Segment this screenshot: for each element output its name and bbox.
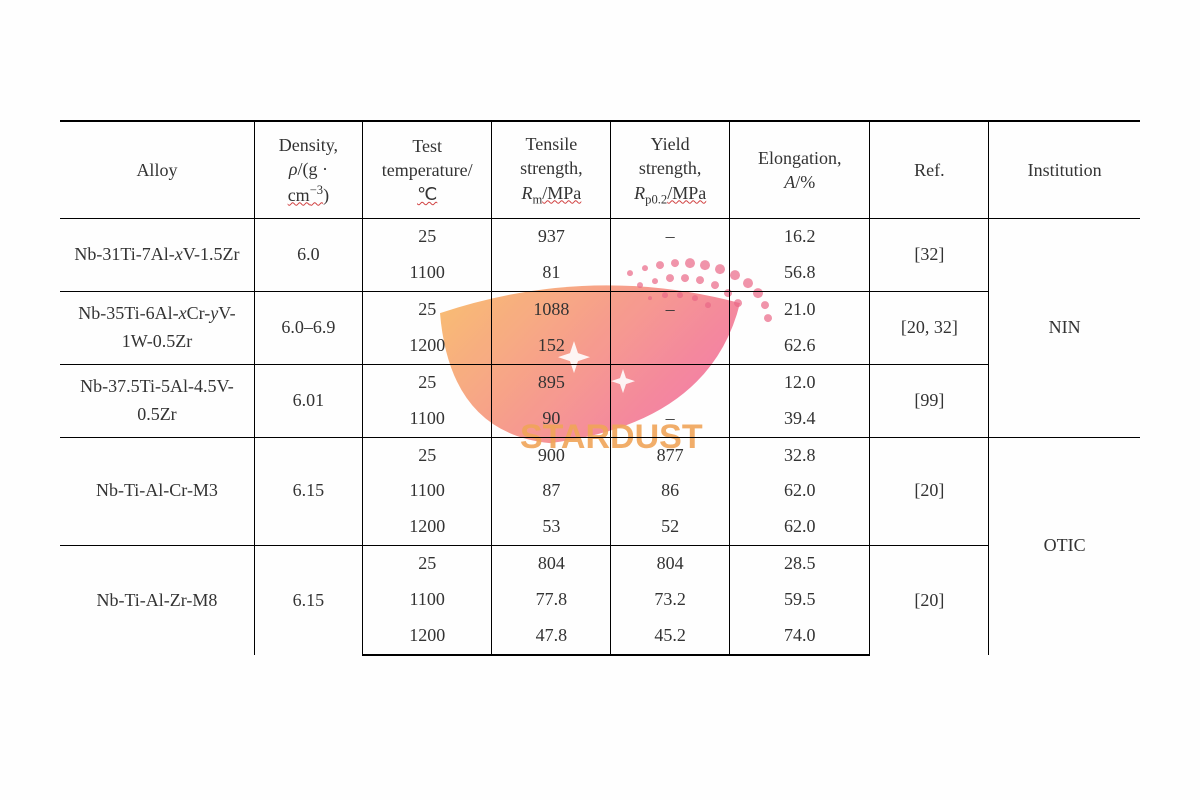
density-cell: 6.0–6.9 [254,291,362,364]
density-cell: 6.15 [254,437,362,546]
elong-cell: 39.4 [730,401,870,437]
tensile-cell: 47.8 [492,618,611,655]
temp-cell: 1200 [362,618,492,655]
yield-cell: 804 [611,546,730,582]
elong-cell: 62.0 [730,509,870,545]
temp-cell: 25 [362,437,492,473]
tensile-cell: 900 [492,437,611,473]
elong-cell: 32.8 [730,437,870,473]
elong-cell: 59.5 [730,582,870,618]
alloy-cell: Nb-37.5Ti-5Al-4.5V-0.5Zr [60,364,254,437]
yield-cell: 52 [611,509,730,545]
col-alloy: Alloy [60,121,254,219]
ref-cell: [99] [870,364,989,437]
elong-cell: 62.6 [730,328,870,364]
ref-cell: [20, 32] [870,291,989,364]
institution-cell: NIN [989,219,1140,437]
col-density: Density, ρ/(g · cm−3) [254,121,362,219]
ref-cell: [20] [870,437,989,546]
tensile-cell: 90 [492,401,611,437]
alloy-cell: Nb-35Ti-6Al-xCr-yV- 1W-0.5Zr [60,291,254,364]
tensile-cell: 53 [492,509,611,545]
temp-cell: 1100 [362,401,492,437]
tensile-cell: 1088 [492,291,611,327]
elong-cell: 12.0 [730,364,870,400]
yield-cell [611,255,730,291]
col-tensile: Tensile strength, Rm/MPa [492,121,611,219]
yield-cell: – [611,219,730,255]
table-row: Nb-Ti-Al-Cr-M3 6.15 25 900 877 32.8 [20]… [60,437,1140,473]
temp-cell: 1200 [362,328,492,364]
yield-cell: 45.2 [611,618,730,655]
yield-cell: 86 [611,473,730,509]
yield-cell: 877 [611,437,730,473]
yield-cell: – [611,291,730,327]
ref-cell: [32] [870,219,989,292]
tensile-cell: 81 [492,255,611,291]
temp-cell: 1100 [362,255,492,291]
alloy-cell: Nb-Ti-Al-Cr-M3 [60,437,254,546]
yield-cell: – [611,401,730,437]
table-row: Nb-37.5Ti-5Al-4.5V-0.5Zr 6.01 25 895 12.… [60,364,1140,400]
col-institution: Institution [989,121,1140,219]
tensile-cell: 77.8 [492,582,611,618]
header-row: Alloy Density, ρ/(g · cm−3) Test tempera… [60,121,1140,219]
table-row: Nb-31Ti-7Al-xV-1.5Zr 6.0 25 937 – 16.2 [… [60,219,1140,255]
tensile-cell: 937 [492,219,611,255]
tensile-cell: 87 [492,473,611,509]
temp-cell: 1200 [362,509,492,545]
yield-cell [611,328,730,364]
institution-cell: OTIC [989,437,1140,655]
elong-cell: 21.0 [730,291,870,327]
temp-cell: 25 [362,219,492,255]
elong-cell: 28.5 [730,546,870,582]
table-row: Nb-Ti-Al-Zr-M8 6.15 25 804 804 28.5 [20] [60,546,1140,582]
temp-cell: 1100 [362,473,492,509]
elong-cell: 16.2 [730,219,870,255]
density-cell: 6.01 [254,364,362,437]
temp-cell: 25 [362,364,492,400]
col-elongation: Elongation, A/% [730,121,870,219]
yield-cell: 73.2 [611,582,730,618]
elong-cell: 56.8 [730,255,870,291]
data-table: Alloy Density, ρ/(g · cm−3) Test tempera… [60,120,1140,656]
alloy-cell: Nb-31Ti-7Al-xV-1.5Zr [60,219,254,292]
table-row: Nb-35Ti-6Al-xCr-yV- 1W-0.5Zr 6.0–6.9 25 … [60,291,1140,327]
yield-cell [611,364,730,400]
elong-cell: 62.0 [730,473,870,509]
tensile-cell: 152 [492,328,611,364]
alloy-cell: Nb-Ti-Al-Zr-M8 [60,546,254,655]
temp-cell: 25 [362,546,492,582]
col-yield: Yield strength, Rp0.2/MPa [611,121,730,219]
density-cell: 6.15 [254,546,362,655]
alloy-properties-table: Alloy Density, ρ/(g · cm−3) Test tempera… [60,120,1140,656]
tensile-cell: 804 [492,546,611,582]
tensile-cell: 895 [492,364,611,400]
col-test-temp: Test temperature/ ℃ [362,121,492,219]
temp-cell: 25 [362,291,492,327]
ref-cell: [20] [870,546,989,655]
density-cell: 6.0 [254,219,362,292]
elong-cell: 74.0 [730,618,870,655]
temp-cell: 1100 [362,582,492,618]
col-ref: Ref. [870,121,989,219]
